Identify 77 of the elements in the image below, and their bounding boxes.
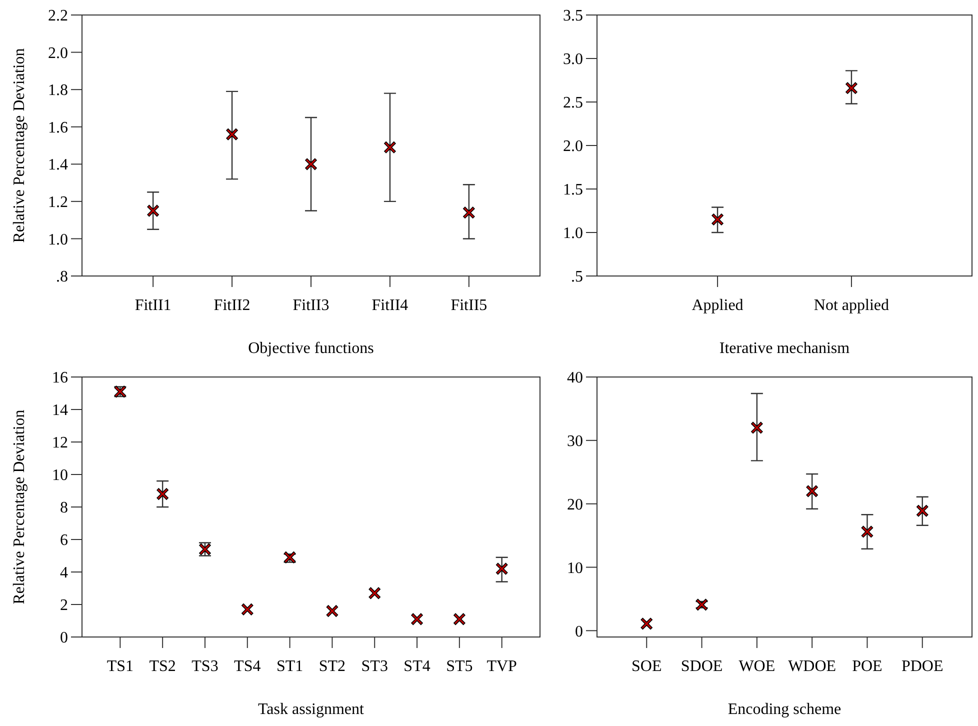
- x-tick-label: WOE: [738, 658, 776, 675]
- x-tick-label: PDOE: [901, 658, 944, 675]
- y-tick-label: 20: [567, 496, 583, 514]
- y-tick-label: 14: [52, 402, 68, 420]
- y-tick-label: 1.0: [48, 231, 68, 248]
- y-tick-label: 30: [567, 433, 583, 450]
- x-tick-label: FitII3: [292, 297, 330, 314]
- point: [463, 206, 475, 219]
- y-tick-label: 0: [575, 623, 583, 640]
- point: [284, 551, 296, 564]
- x-tick-label: FitII2: [214, 297, 250, 314]
- y-tick-label: 2.0: [48, 44, 68, 62]
- point: [305, 158, 317, 170]
- y-tick-label: 2.2: [48, 8, 68, 25]
- point: [241, 603, 254, 616]
- y-tick-label: 40: [567, 370, 583, 387]
- x-tick-label: TS3: [192, 658, 218, 675]
- y-tick-label: 2.5: [563, 94, 583, 112]
- y-tick-label: 6: [60, 532, 68, 550]
- x-tick-label: TS1: [106, 658, 134, 675]
- point: [411, 613, 423, 626]
- x-tick-label: FitII1: [134, 297, 172, 314]
- point: [806, 485, 818, 498]
- point: [640, 618, 653, 630]
- y-tick-label: 2.0: [563, 138, 583, 156]
- x-tick-label: ST4: [404, 658, 430, 675]
- x-axis-title: Task assignment: [258, 701, 365, 718]
- y-tick-label: 16: [52, 370, 68, 387]
- x-tick-label: TVP: [486, 658, 518, 675]
- x-tick-label: TS2: [149, 658, 176, 675]
- x-axis-title: Objective functions: [248, 340, 374, 357]
- y-tick-label: 4: [60, 564, 68, 582]
- x-tick-label: ST5: [446, 658, 473, 675]
- x-axis-title: Iterative mechanism: [719, 340, 850, 357]
- y-tick-label: 2: [60, 597, 68, 614]
- y-tick-label: 10: [52, 467, 68, 484]
- point: [861, 526, 874, 538]
- point: [916, 504, 928, 517]
- point: [696, 598, 708, 611]
- y-tick-label: 12: [52, 434, 68, 452]
- y-tick-label: 1.0: [563, 225, 583, 242]
- point: [147, 204, 159, 217]
- x-tick-label: ST3: [361, 658, 388, 675]
- x-tick-label: SDOE: [680, 658, 723, 675]
- point: [384, 141, 396, 154]
- y-tick-label: 10: [567, 560, 583, 577]
- x-tick-label: FitII5: [450, 297, 488, 314]
- x-tick-label: ST1: [276, 658, 304, 675]
- y-tick-label: 0: [60, 630, 68, 647]
- y-tick-label: 1.6: [48, 119, 68, 136]
- y-tick-label: .5: [571, 268, 583, 286]
- point: [368, 587, 381, 600]
- y-tick-label: .8: [56, 268, 68, 286]
- point: [454, 613, 466, 626]
- x-tick-label: TS4: [234, 658, 261, 675]
- y-axis-title: Relative Percentage Deviation: [11, 410, 28, 604]
- y-tick-label: 3.0: [563, 51, 583, 68]
- y-tick-label: 1.2: [48, 194, 68, 212]
- point: [751, 422, 763, 434]
- point: [496, 562, 508, 575]
- y-tick-label: 8: [60, 500, 68, 517]
- y-tick-label: 1.8: [48, 82, 68, 100]
- x-tick-label: WDOE: [788, 658, 836, 675]
- point: [326, 605, 338, 617]
- x-tick-label: Not applied: [814, 297, 890, 314]
- x-tick-label: Applied: [692, 297, 744, 314]
- y-tick-label: 1.4: [48, 156, 68, 174]
- x-tick-label: FitII4: [372, 297, 408, 314]
- point: [156, 488, 168, 500]
- point: [226, 128, 238, 140]
- x-tick-label: POE: [852, 658, 882, 675]
- x-tick-label: ST2: [318, 658, 346, 675]
- x-axis-title: Encoding scheme: [728, 701, 842, 718]
- x-tick-label: SOE: [632, 658, 662, 675]
- y-tick-label: 1.5: [563, 182, 583, 199]
- y-axis-title: Relative Percentage Deviation: [11, 48, 28, 243]
- y-tick-label: 3.5: [563, 8, 583, 25]
